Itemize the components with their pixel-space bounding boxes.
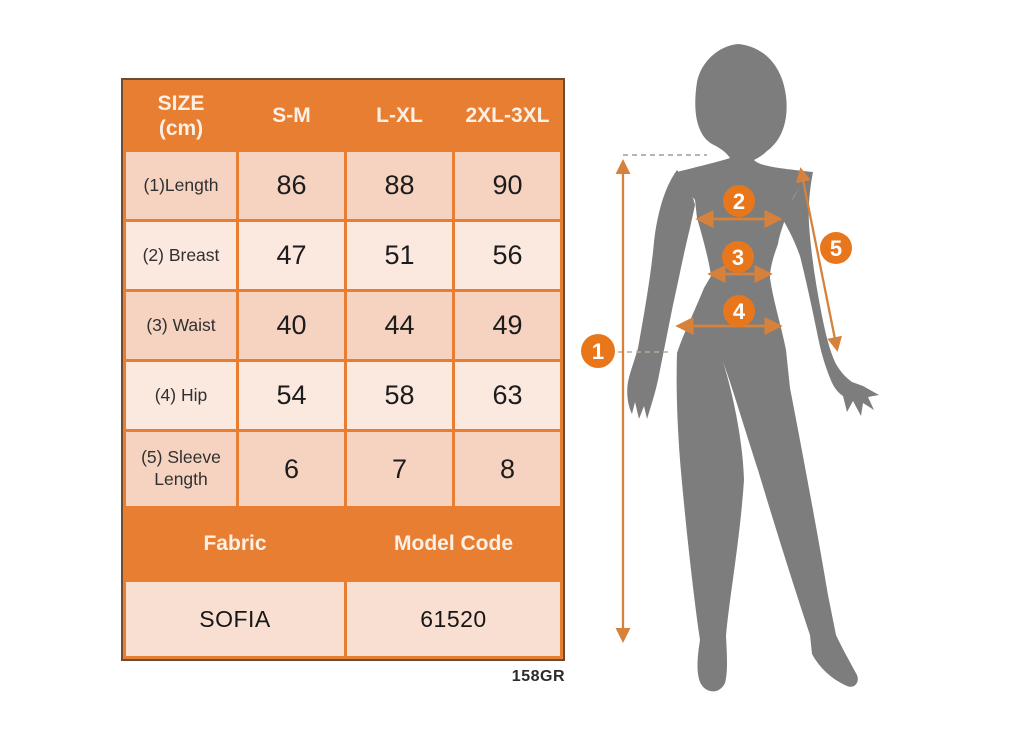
- size-table: SIZE (cm) S-M L-XL 2XL-3XL (1)Length 86 …: [121, 78, 565, 661]
- waist-2xl-value: 49: [455, 292, 560, 359]
- waist-sm-value: 40: [239, 292, 344, 359]
- measurement-figure: 1 2 3 4 5: [580, 20, 1000, 720]
- hip-sm-value: 54: [239, 362, 344, 429]
- measure-badge-5: 5: [830, 236, 842, 261]
- row-label-sleeve-length: (5) Sleeve Length: [126, 432, 236, 506]
- length-sm-value: 86: [239, 152, 344, 219]
- breast-lxl-value: 51: [347, 222, 452, 289]
- row-label-waist: (3) Waist: [126, 292, 236, 359]
- row-label-breast: (2) Breast: [126, 222, 236, 289]
- table-header-s-m: S-M: [239, 83, 344, 149]
- body-measurement-diagram: 1 2 3 4 5: [581, 44, 879, 692]
- weight-footnote: 158GR: [511, 668, 565, 685]
- badge-circle-5: [820, 232, 852, 264]
- breast-2xl-value: 56: [455, 222, 560, 289]
- table-header-size-cm: SIZE (cm): [126, 83, 236, 149]
- badge-circle-3: [722, 241, 754, 273]
- left-arm: [627, 170, 695, 419]
- sleeve-2xl-value: 8: [455, 432, 560, 506]
- table-header-l-xl: L-XL: [347, 83, 452, 149]
- model-code-header: Model Code: [347, 509, 560, 579]
- measure-badge-1: 1: [592, 339, 604, 364]
- waist-lxl-value: 44: [347, 292, 452, 359]
- hip-2xl-value: 63: [455, 362, 560, 429]
- row-label-length: (1)Length: [126, 152, 236, 219]
- woman-silhouette: [627, 44, 879, 692]
- badge-circle-1: [581, 334, 615, 368]
- row-label-hip: (4) Hip: [126, 362, 236, 429]
- sleeve-measure-arrow: [796, 167, 842, 352]
- sleeve-lxl-value: 7: [347, 432, 452, 506]
- sleeve-sm-value: 6: [239, 432, 344, 506]
- right-arm: [782, 172, 879, 416]
- fabric-value: SOFIA: [126, 582, 344, 656]
- measure-badge-3: 3: [732, 245, 744, 270]
- fabric-header: Fabric: [126, 509, 344, 579]
- measure-badges: 1 2 3 4 5: [581, 185, 852, 368]
- table-header-2xl-3xl: 2XL-3XL: [455, 83, 560, 149]
- length-2xl-value: 90: [455, 152, 560, 219]
- body-outline: [676, 44, 858, 692]
- model-code-value: 61520: [347, 582, 560, 656]
- length-lxl-value: 88: [347, 152, 452, 219]
- measure-badge-4: 4: [733, 299, 746, 324]
- breast-sm-value: 47: [239, 222, 344, 289]
- badge-circle-4: [723, 295, 755, 327]
- badge-circle-2: [723, 185, 755, 217]
- measure-badge-2: 2: [733, 189, 745, 214]
- hip-lxl-value: 58: [347, 362, 452, 429]
